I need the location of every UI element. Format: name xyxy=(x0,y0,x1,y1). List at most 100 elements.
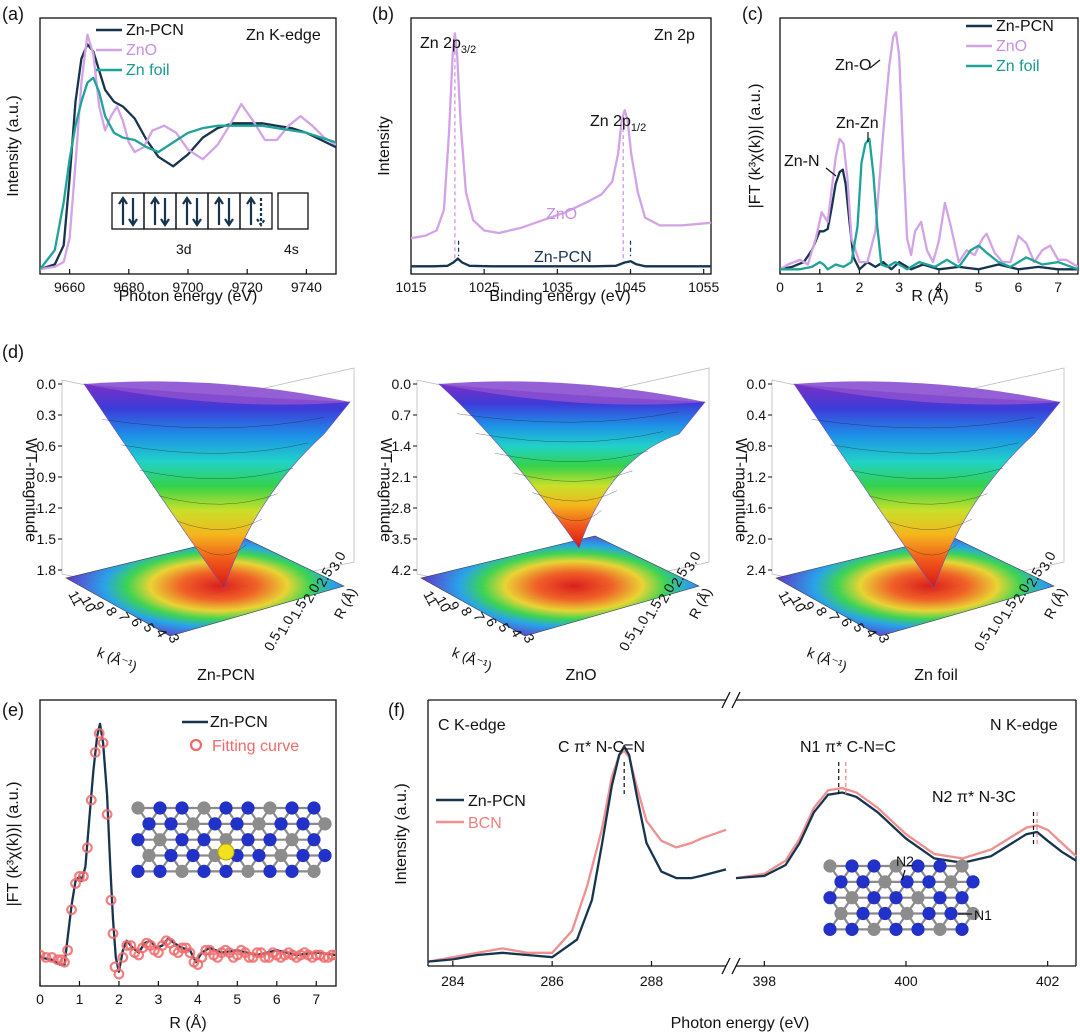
atom xyxy=(900,906,914,921)
atom xyxy=(164,817,178,831)
x-tick-label: 9720 xyxy=(232,279,263,295)
x-tick-label: 7 xyxy=(1054,279,1062,295)
atom xyxy=(911,859,925,873)
atom xyxy=(867,891,881,905)
z-axis-label: WT-magnitude xyxy=(732,438,749,542)
atom xyxy=(933,922,947,936)
x-tick-label: 1025 xyxy=(469,279,500,295)
fit-point xyxy=(259,952,271,963)
panel-c-xlabel: R (Å) xyxy=(911,286,948,305)
atom xyxy=(219,833,233,847)
atom xyxy=(900,875,914,889)
orbital-4s-box xyxy=(277,192,309,230)
f-series-line-zn-pcn xyxy=(735,791,1077,880)
x-tick-label: 286 xyxy=(540,973,564,989)
x-tick-label: 2 xyxy=(856,279,864,295)
panel-b-dashed-markers xyxy=(454,51,632,262)
panel-e-ylabel: |FT (k³χ(k))| (a.u.) xyxy=(5,782,22,907)
atom xyxy=(142,817,156,831)
panel-b-ylabel: Intensity xyxy=(376,116,393,176)
fit-point xyxy=(81,842,93,854)
fit-point xyxy=(52,954,64,966)
e-legend-fitting-curve: Fitting curve xyxy=(212,738,299,755)
z-tick-label: 0.0 xyxy=(747,376,767,392)
z-tick-label: 0.8 xyxy=(747,438,767,454)
peak-label-2p32: Zn 2p3/2 xyxy=(420,35,476,56)
k-tick-label: 11 xyxy=(65,588,86,609)
atom xyxy=(274,848,288,863)
panel-a-label: (a) xyxy=(2,4,24,24)
x-tick-label: 7 xyxy=(312,991,320,1007)
f-series-line-bcn xyxy=(427,749,727,963)
z-tick-label: 0.4 xyxy=(747,407,767,423)
series-line-zn-foil xyxy=(40,76,336,270)
x-tick-label: 3 xyxy=(155,991,163,1007)
atom xyxy=(175,801,189,815)
fit-point xyxy=(62,944,74,956)
atom xyxy=(131,833,145,847)
panel-a-ylabel: Intensity (a.u.) xyxy=(5,95,22,196)
wt-contour xyxy=(177,518,263,530)
annot-zn-zn: Zn-Zn xyxy=(836,115,879,132)
k-axis-label: k (Å⁻¹) xyxy=(805,644,850,674)
spin-down-arrow xyxy=(160,198,170,227)
atom xyxy=(208,817,222,831)
panel-e-legend: Zn-PCN Fitting curve xyxy=(182,714,299,755)
fit-point xyxy=(184,947,196,959)
atom xyxy=(241,864,255,878)
wt-floor-heatmap xyxy=(420,535,700,637)
z-tick-label: 1.2 xyxy=(37,500,57,516)
k-axis-label: k (Å⁻¹) xyxy=(95,644,140,674)
orbital-inset: 3d 4s xyxy=(111,192,309,257)
atom xyxy=(175,864,189,878)
x-tick-label: 0 xyxy=(776,279,784,295)
b-label-zno: ZnO xyxy=(546,206,577,223)
z-tick-label: 4.2 xyxy=(392,562,412,578)
orbital-box xyxy=(111,192,145,230)
wt-contour xyxy=(139,468,293,480)
atom xyxy=(922,906,936,921)
atom xyxy=(856,906,870,921)
x-tick-label: 9680 xyxy=(113,279,144,295)
panel-a-series xyxy=(40,33,336,271)
orbital-box xyxy=(207,192,241,230)
z-tick-label: 1.2 xyxy=(747,469,767,485)
wt-contour xyxy=(906,544,957,556)
series-line-zno xyxy=(780,31,1078,271)
atom-label-n1: N1 xyxy=(974,907,992,923)
x-tick-label: 1035 xyxy=(542,279,573,295)
atom xyxy=(933,891,947,905)
atom xyxy=(153,801,167,815)
x-tick-label: 1045 xyxy=(615,279,646,295)
peak-label-2p12: Zn 2p1/2 xyxy=(590,113,646,134)
fit-point xyxy=(113,968,125,980)
z-tick-label: 2.1 xyxy=(392,469,412,485)
atom xyxy=(845,891,859,905)
atom xyxy=(878,875,892,889)
panel-e-frame xyxy=(39,699,337,987)
orbital-4s-label: 4s xyxy=(284,241,299,257)
wt-contour xyxy=(196,544,247,556)
spin-up-arrow xyxy=(150,196,160,225)
panel-f-label: (f) xyxy=(388,700,405,720)
wt-contour xyxy=(457,411,679,423)
atom xyxy=(834,875,848,889)
atom xyxy=(241,833,255,847)
panel-c-ylabel: |FT (k³χ(k))| (a.u.) xyxy=(747,84,764,209)
x-tick-label: 288 xyxy=(640,973,664,989)
atom xyxy=(241,801,255,815)
atom xyxy=(296,817,310,831)
fit-point xyxy=(66,904,77,916)
atom xyxy=(944,875,958,889)
k-tick-label: 11 xyxy=(420,588,441,609)
panel-f-xlabel: Photon energy (eV) xyxy=(671,1015,810,1032)
fit-point xyxy=(89,747,101,758)
fit-point xyxy=(107,928,119,939)
atom xyxy=(845,859,859,873)
wt-contour xyxy=(475,431,664,443)
atom xyxy=(142,848,156,863)
c-legend-zno: ZnO xyxy=(996,38,1027,55)
k-tick-label: 10 xyxy=(788,593,810,614)
x-tick-label: 402 xyxy=(1036,973,1060,989)
k-tick-label: 10 xyxy=(433,593,455,614)
